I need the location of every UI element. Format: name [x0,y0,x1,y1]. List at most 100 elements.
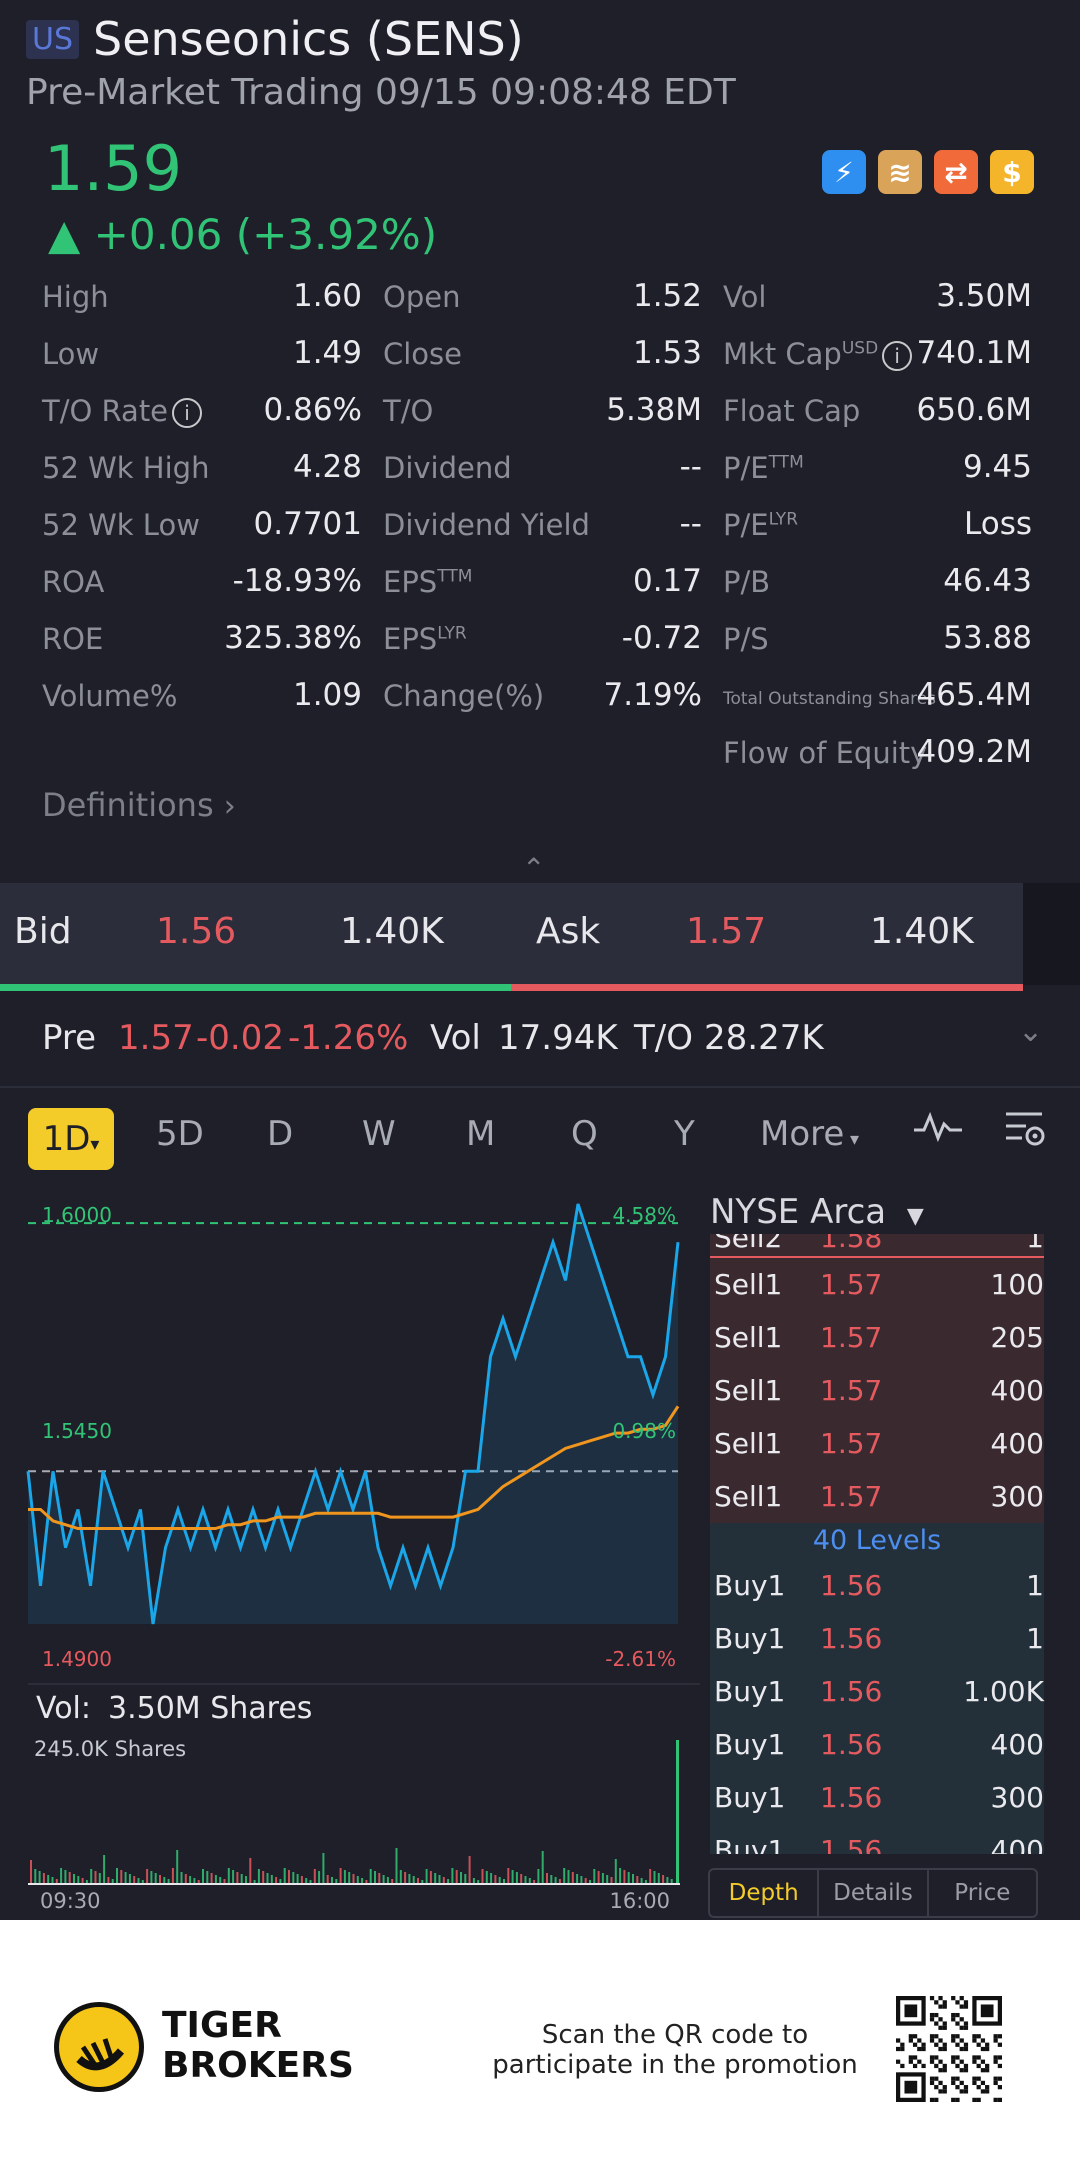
qr-module [993,2059,998,2064]
definitions-link[interactable]: Definitions › [42,786,236,824]
sell-row[interactable]: Sell1 1.57 205 [710,1311,1044,1364]
tab-q[interactable]: Q [571,1114,598,1154]
volume-bar [150,1871,153,1884]
tab-y[interactable]: Y [674,1114,695,1154]
volume-bar [253,1880,256,1884]
volume-bar [558,1879,561,1884]
tab-price[interactable]: Price [954,1880,1011,1906]
order-book[interactable]: NYSE Arca ▼ Sell2 1.58 1 Sell1 1.57 100 Sell1 1… [706,1190,1080,1920]
info-icon[interactable]: i [172,398,203,428]
stat-value: 465.4M [916,677,1033,713]
qr-module [942,2025,947,2030]
chevron-down-icon[interactable]: ⌄ [1018,1014,1044,1049]
sell-row[interactable]: Sell1 1.57 400 [710,1364,1044,1417]
chart-settings-icon[interactable] [1002,1106,1048,1161]
lightning-1-icon[interactable]: ⚡ [822,150,866,194]
intraday-chart[interactable]: 1.6000 1.5450 1.4900 4.58% 0.98% -2.61% Vol: 3.… [0,1190,700,1913]
orderbook-side: Buy1 [714,1781,786,1814]
stats-row: 52 Wk High 4.28 Dividend -- P/ETTM 9.45 [0,443,1080,500]
qr-module [929,2097,935,2102]
sell-row[interactable]: Sell1 1.57 400 [710,1417,1044,1470]
volume-bar [279,1879,282,1884]
levels-label[interactable]: 40 Levels [710,1523,1044,1559]
stat-label: Vol [723,280,767,314]
qr-module [959,2038,964,2043]
buy-row[interactable]: Buy1 1.56 300 [710,1771,1044,1824]
volume-bar [391,1879,394,1884]
sell-row[interactable]: Sell1 1.57 100 [710,1258,1044,1311]
qr-module [993,2038,998,2043]
volume-bar [619,1868,622,1884]
volume-bar [494,1875,497,1884]
stat-value: 409.2M [916,734,1033,770]
volume-bar [546,1873,548,1884]
volume-bar [614,1859,617,1884]
volume-bar [425,1869,428,1884]
orderbook-size: 400 [990,1427,1044,1460]
buy-row[interactable]: Buy1 1.56 1.00K [710,1665,1044,1718]
qr-module [993,2097,998,2102]
buy-row[interactable]: Buy1 1.56 400 [710,1824,1044,1854]
qr-module [959,2046,964,2052]
buy-row[interactable]: Buy1 1.56 1 [710,1559,1044,1612]
market-badge: US [26,19,80,59]
qr-module [900,2063,905,2069]
qr-module [976,2097,981,2102]
y-tick-label: 1.5450 [42,1419,112,1443]
tab-depth[interactable]: Depth [710,1870,820,1916]
volume-bar [378,1873,381,1884]
promo-text: Scan the QR code to participate in the p… [492,2020,858,2080]
ask-ratio-bar [511,984,1023,991]
stat-value: 5.38M [606,392,702,428]
buy-row[interactable]: Buy1 1.56 400 [710,1718,1044,1771]
buy-row[interactable]: Buy1 1.56 1 [710,1612,1044,1665]
stat-value: 740.1M [916,335,1033,371]
volume-bar [356,1876,359,1884]
sell-row[interactable]: Sell2 1.58 1 [710,1234,1044,1256]
tab-details[interactable]: Details [819,1870,929,1916]
tab-1d[interactable]: 1D▾ [28,1108,114,1170]
volume-bar [451,1868,454,1884]
volume-bar [313,1869,316,1884]
tab-5d[interactable]: 5D [156,1114,204,1154]
qr-module [929,2038,935,2043]
tab-m[interactable]: M [466,1114,496,1154]
qr-module [934,2021,939,2026]
premarket-row[interactable]: Pre 1.57 -0.02 -1.26% Vol 17.94K T/O 28.… [0,1004,1080,1084]
qr-module [951,2076,956,2081]
layers-a-icon[interactable]: ≋ [878,150,922,194]
orderbook-price: 1.56 [820,1569,883,1602]
sell-row[interactable]: Sell1 1.57 300 [710,1470,1044,1523]
venue-selector[interactable]: NYSE Arca ▼ [710,1192,924,1232]
qr-module [896,2046,901,2052]
qr-module [934,2097,939,2102]
volume-bar [159,1875,161,1884]
tab-d[interactable]: D [267,1114,294,1154]
qr-code-icon[interactable] [896,1996,1002,2102]
indicator-icon[interactable] [912,1106,964,1155]
dollar-icon[interactable]: $ [990,150,1034,194]
qr-module [938,2089,943,2094]
stat-label: ROA [42,565,105,599]
volume-bar [326,1875,329,1884]
qr-module [921,2063,926,2069]
stat-value: 1.53 [632,335,702,371]
qr-module [955,2055,960,2060]
stat-label: P/B [723,565,771,599]
stat-value: 9.45 [962,449,1032,485]
qr-module [963,2063,969,2069]
qr-module [997,2034,1002,2039]
qr-module [959,2059,964,2064]
volume-bar [339,1868,342,1884]
volume-bar [511,1870,514,1884]
qr-module [934,2042,939,2047]
tab-w[interactable]: W [362,1114,396,1154]
tab-more[interactable]: More ▾ [760,1114,860,1154]
collapse-caret-icon[interactable]: ⌃ [522,852,546,885]
pre-pct: -1.26% [288,1018,409,1058]
info-icon[interactable]: i [882,341,913,371]
swap-icon[interactable]: ⇄ [934,150,978,194]
title-row: US Senseonics (SENS) [26,12,524,66]
stat-value: 1.52 [632,278,702,314]
qr-module [963,2089,969,2094]
